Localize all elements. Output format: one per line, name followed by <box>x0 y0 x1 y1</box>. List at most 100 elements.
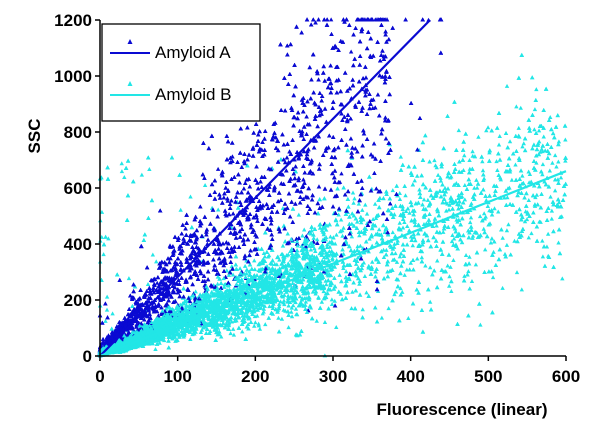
data-point-amyloid-b <box>314 318 319 323</box>
data-point-amyloid-b <box>347 221 352 226</box>
data-point-amyloid-b <box>541 244 547 249</box>
data-point-amyloid-b <box>403 193 408 198</box>
data-point-amyloid-b <box>421 197 427 202</box>
data-point-amyloid-b <box>513 133 518 138</box>
data-point-amyloid-b <box>484 128 489 133</box>
data-point-amyloid-b <box>449 288 454 293</box>
data-point-amyloid-b <box>546 184 552 189</box>
data-point-amyloid-b <box>441 229 446 234</box>
data-point-amyloid-b <box>338 291 344 296</box>
data-point-amyloid-b <box>362 231 367 236</box>
data-point-amyloid-b <box>546 206 551 211</box>
data-point-amyloid-b <box>432 193 438 198</box>
data-point-amyloid-b <box>521 141 526 146</box>
data-point-amyloid-b <box>198 329 204 334</box>
data-point-amyloid-b <box>500 285 505 290</box>
data-point-amyloid-b <box>474 177 479 182</box>
data-point-amyloid-b <box>502 251 508 256</box>
data-point-amyloid-b <box>550 160 555 165</box>
data-point-amyloid-b <box>513 209 519 214</box>
data-point-amyloid-b <box>486 269 492 274</box>
data-point-amyloid-b <box>470 235 475 240</box>
data-point-amyloid-b <box>462 197 468 202</box>
data-point-amyloid-b <box>390 188 395 193</box>
data-point-amyloid-b <box>357 233 362 238</box>
data-point-amyloid-b <box>340 247 345 252</box>
data-point-amyloid-b <box>469 279 475 284</box>
data-point-amyloid-b <box>355 255 361 260</box>
data-point-amyloid-b <box>150 252 156 257</box>
data-point-amyloid-b <box>353 288 359 293</box>
data-point-amyloid-b <box>105 176 111 181</box>
data-point-amyloid-b <box>366 293 371 298</box>
data-point-amyloid-b <box>400 259 406 264</box>
data-point-amyloid-b <box>349 306 354 311</box>
data-point-amyloid-b <box>417 191 423 196</box>
data-point-amyloid-b <box>359 220 364 225</box>
data-point-amyloid-b <box>462 273 467 278</box>
data-point-amyloid-b <box>188 194 193 199</box>
data-point-amyloid-b <box>381 223 386 228</box>
data-point-amyloid-b <box>505 145 510 150</box>
data-point-amyloid-b <box>455 213 460 218</box>
data-point-amyloid-b <box>472 196 477 201</box>
data-point-amyloid-b <box>387 196 393 201</box>
data-point-amyloid-b <box>300 233 305 238</box>
data-point-amyloid-b <box>101 252 106 257</box>
data-point-amyloid-b <box>459 240 465 245</box>
data-point-amyloid-b <box>476 134 481 139</box>
data-point-amyloid-b <box>215 207 221 212</box>
data-point-amyloid-b <box>252 323 257 328</box>
data-point-amyloid-b <box>370 259 375 264</box>
data-point-amyloid-b <box>412 217 417 222</box>
data-point-amyloid-b <box>467 157 472 162</box>
data-point-amyloid-b <box>563 137 568 142</box>
data-point-amyloid-b <box>230 326 236 331</box>
data-point-amyloid-b <box>412 223 418 228</box>
data-point-amyloid-b <box>361 260 367 265</box>
data-point-amyloid-b <box>494 159 499 164</box>
data-point-amyloid-b <box>169 155 175 160</box>
data-point-amyloid-b <box>488 240 494 245</box>
data-point-amyloid-b <box>346 204 351 209</box>
data-point-amyloid-b <box>332 284 338 289</box>
data-point-amyloid-b <box>536 128 542 133</box>
data-point-amyloid-b <box>297 332 303 337</box>
data-point-amyloid-b <box>354 225 360 230</box>
data-point-amyloid-b <box>446 252 452 257</box>
data-point-amyloid-b <box>484 197 489 202</box>
data-point-amyloid-b <box>276 329 282 334</box>
data-point-amyloid-b <box>101 242 107 247</box>
data-point-amyloid-b <box>440 200 445 205</box>
data-point-amyloid-b <box>236 273 242 278</box>
data-point-amyloid-b <box>177 172 182 177</box>
data-point-amyloid-b <box>446 283 452 288</box>
data-point-amyloid-b <box>531 165 537 170</box>
data-point-amyloid-b <box>281 223 287 228</box>
data-point-amyloid-b <box>401 253 407 258</box>
data-point-amyloid-b <box>334 325 339 330</box>
data-point-amyloid-b <box>558 175 564 180</box>
data-point-amyloid-b <box>481 226 486 231</box>
data-point-amyloid-b <box>426 217 432 222</box>
data-point-amyloid-b <box>103 234 108 239</box>
data-point-amyloid-b <box>341 251 346 256</box>
data-point-amyloid-b <box>264 249 270 254</box>
data-point-amyloid-b <box>452 99 457 104</box>
data-point-amyloid-b <box>555 177 561 182</box>
data-point-amyloid-b <box>440 239 446 244</box>
data-point-amyloid-b <box>485 204 491 209</box>
data-point-amyloid-b <box>438 178 444 183</box>
data-point-amyloid-b <box>324 255 330 260</box>
data-point-amyloid-b <box>551 229 556 234</box>
data-point-amyloid-b <box>338 217 344 222</box>
data-point-amyloid-b <box>522 195 527 200</box>
data-point-amyloid-b <box>427 299 433 304</box>
data-point-amyloid-b <box>553 124 559 129</box>
data-point-amyloid-b <box>407 210 412 215</box>
data-point-amyloid-b <box>456 128 462 133</box>
data-point-amyloid-b <box>187 329 193 334</box>
data-point-amyloid-b <box>336 212 341 217</box>
data-point-amyloid-b <box>504 83 510 88</box>
data-point-amyloid-b <box>530 146 535 151</box>
